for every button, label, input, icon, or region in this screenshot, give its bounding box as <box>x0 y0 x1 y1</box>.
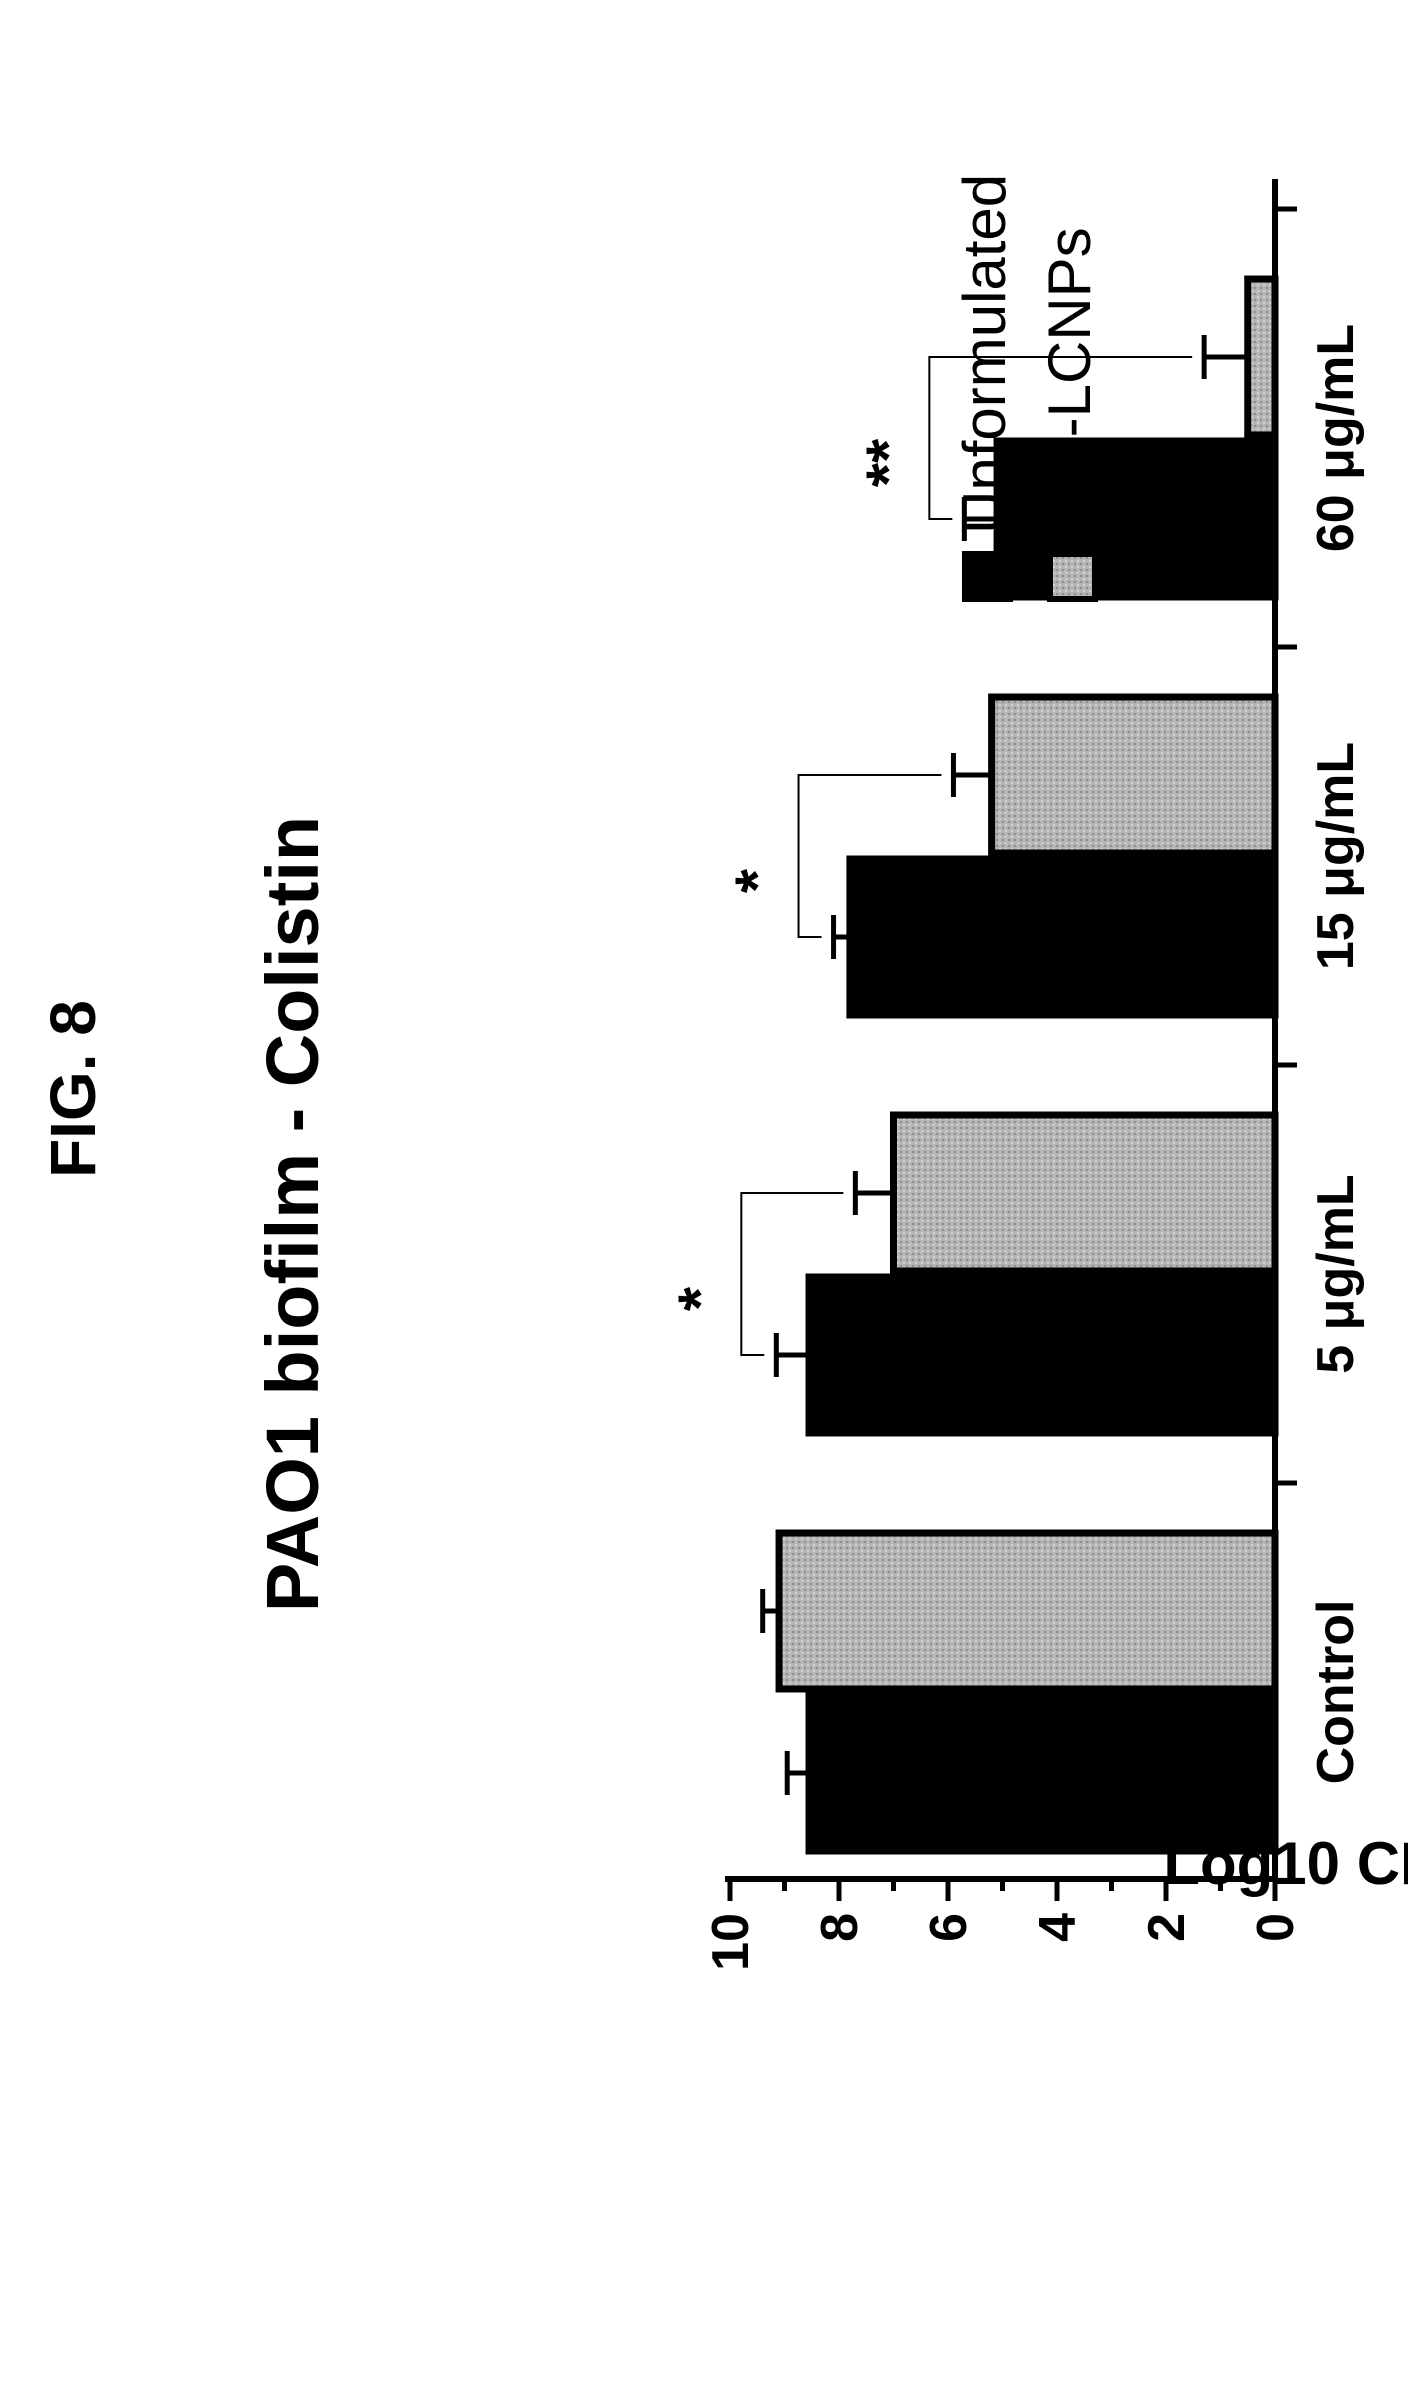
x-tick-label: 15 μg/mL <box>1307 742 1365 970</box>
x-tick-label: 5 μg/mL <box>1307 1174 1365 1373</box>
bar <box>988 693 1279 857</box>
y-tick-label: 2 <box>1138 1913 1196 1942</box>
legend-swatch <box>962 551 1013 602</box>
legend: Unformulated MO-LCNPs <box>951 174 1103 602</box>
y-tick-label: 4 <box>1029 1913 1087 1942</box>
legend-swatch <box>1047 551 1098 602</box>
bar <box>890 1111 1279 1275</box>
legend-label: MO-LCNPs <box>1036 227 1103 534</box>
bar <box>846 855 1279 1019</box>
significance-bracket <box>928 356 1193 520</box>
x-tick-label: Control <box>1307 1600 1365 1785</box>
significance-bracket <box>740 1192 844 1356</box>
significance-bracket <box>797 774 942 938</box>
bar <box>805 1691 1279 1855</box>
y-tick-label: 6 <box>920 1913 978 1942</box>
significance-marker: * <box>666 1286 735 1311</box>
chart-title: PAO1 biofilm - Colistin <box>251 816 334 1612</box>
y-tick-label: 10 <box>702 1913 760 1971</box>
bar <box>1244 275 1279 439</box>
y-tick-label: 8 <box>811 1913 869 1942</box>
y-tick-label: 0 <box>1247 1913 1305 1942</box>
bar <box>775 1529 1279 1693</box>
significance-marker: ** <box>854 438 923 487</box>
figure-label: FIG. 8 <box>37 1000 109 1178</box>
significance-marker: * <box>724 868 793 893</box>
bar <box>805 1273 1279 1437</box>
legend-label: Unformulated <box>951 174 1018 534</box>
x-tick-label: 60 μg/mL <box>1307 324 1365 552</box>
